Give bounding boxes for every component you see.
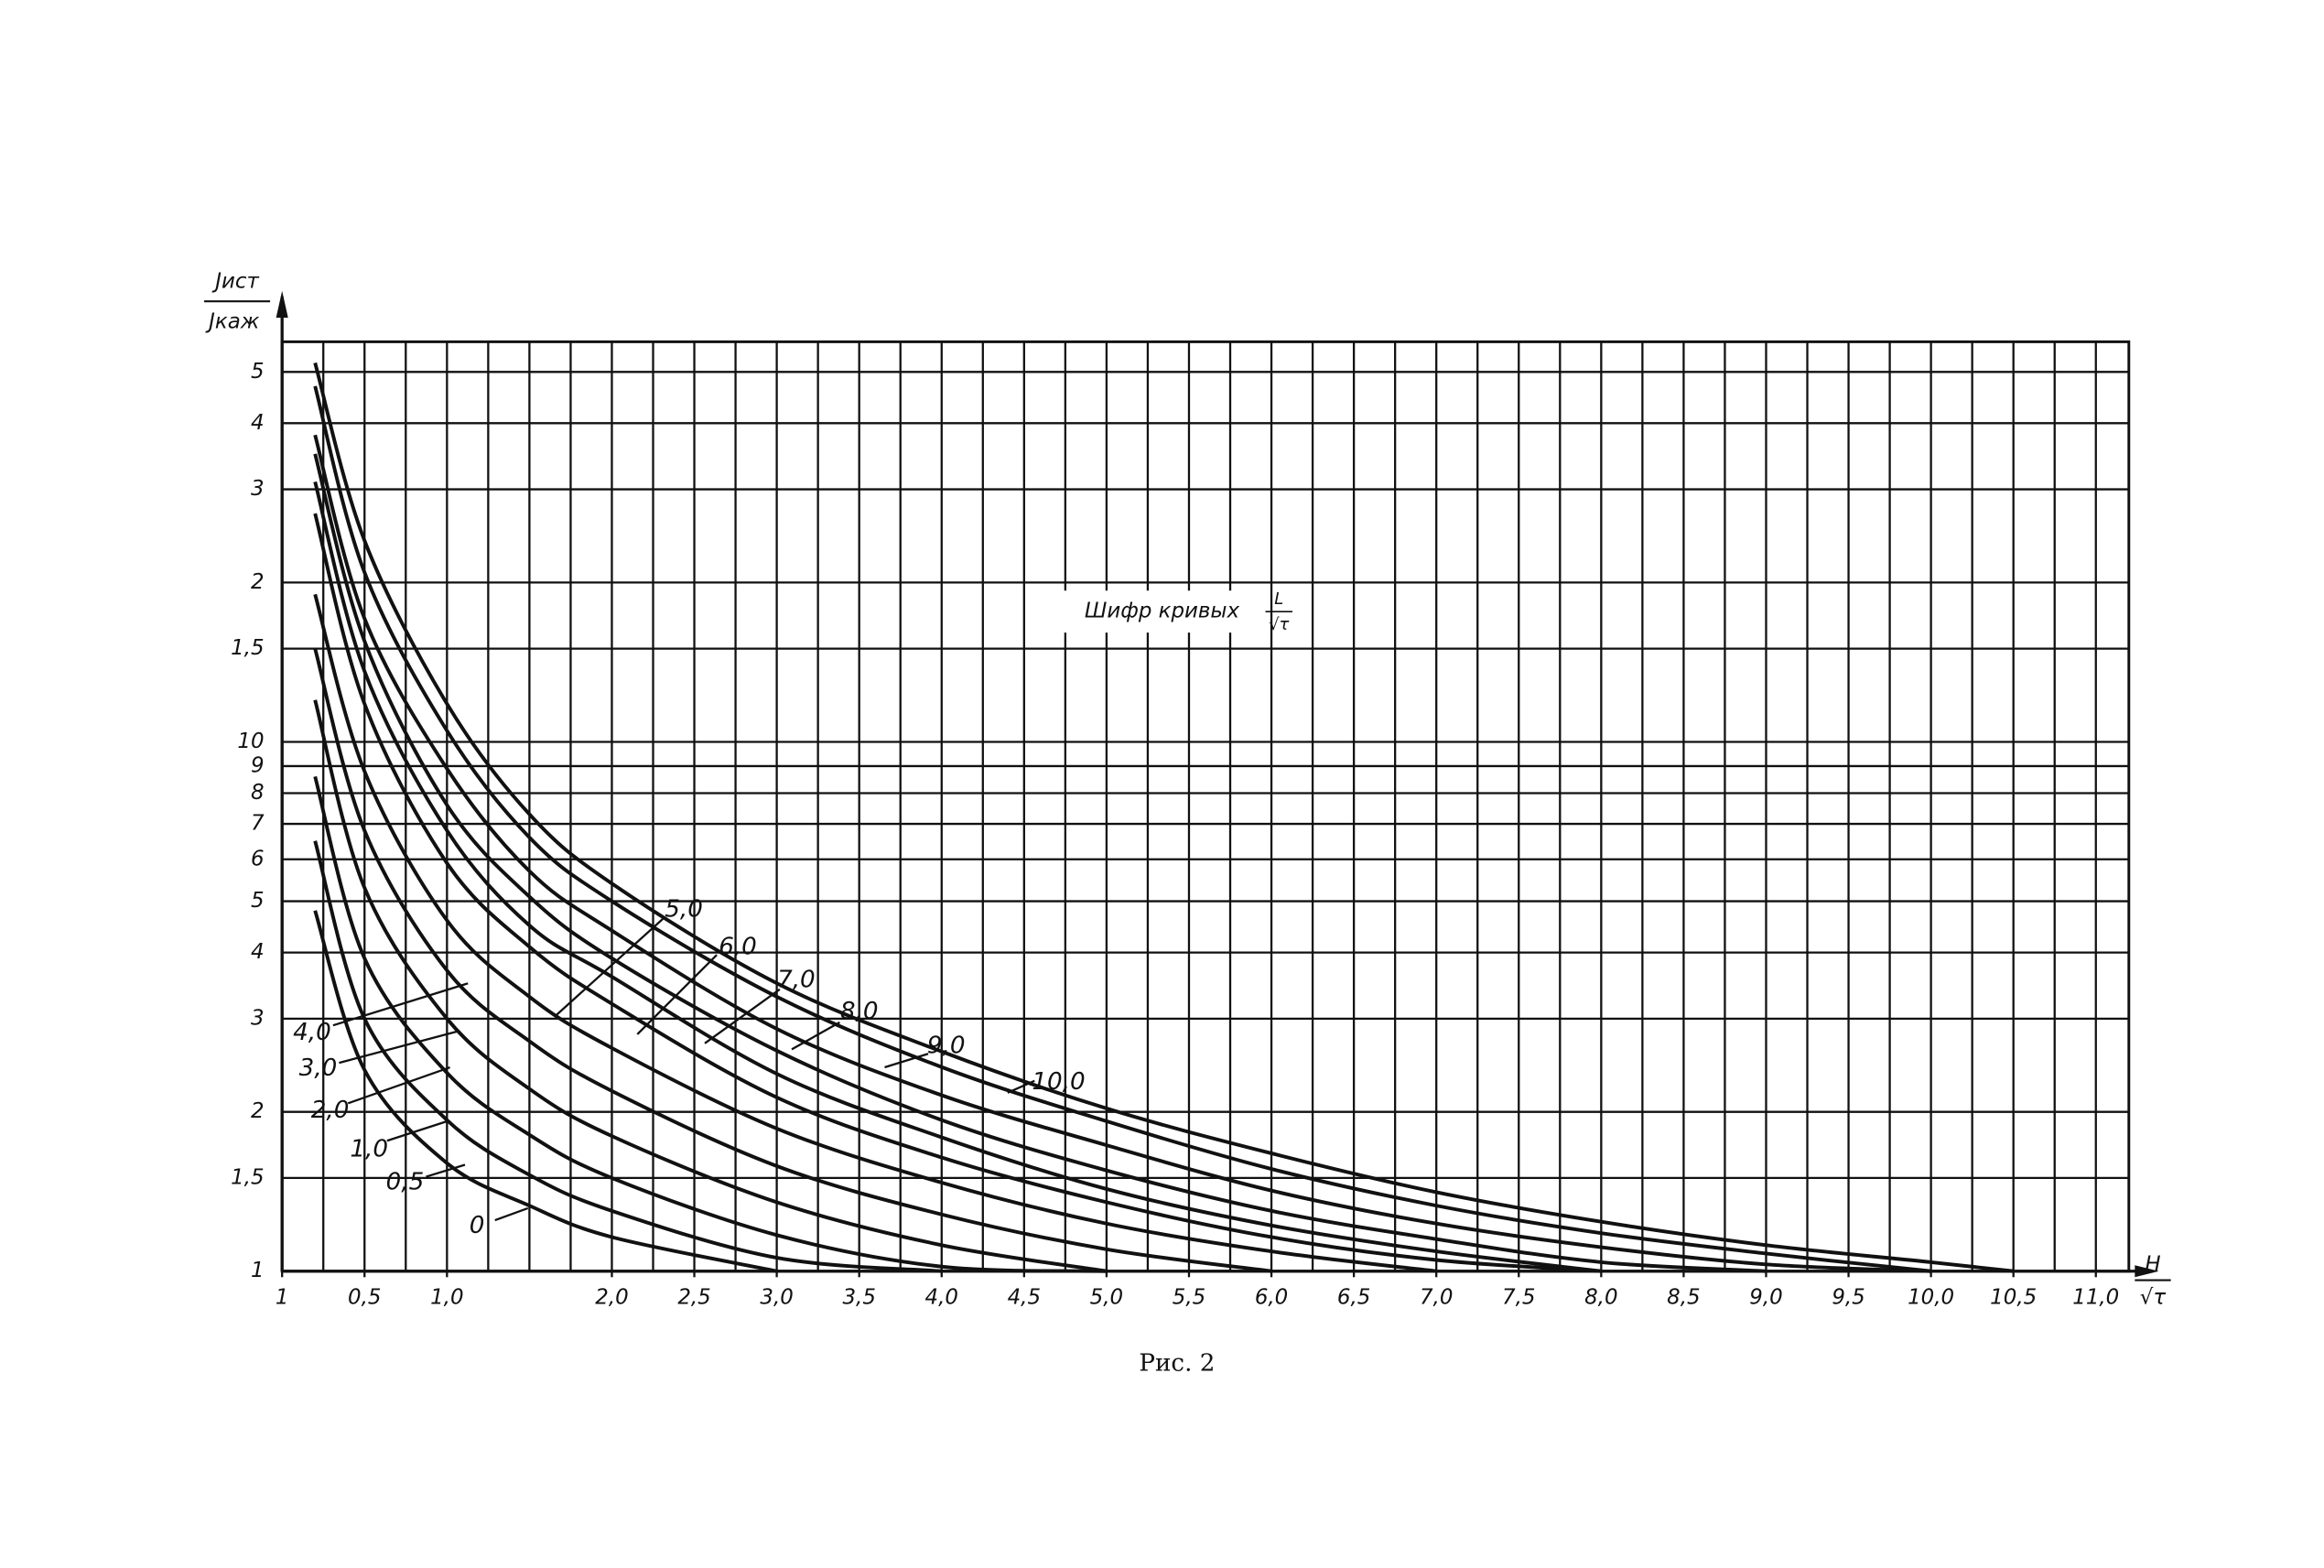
annotation-numerator: L [1274, 589, 1283, 609]
label-leader [636, 954, 718, 1035]
curve [313, 513, 1602, 1273]
label-leader [426, 1163, 466, 1178]
label-leader [704, 988, 781, 1044]
y-tick-label: 5 [251, 889, 265, 913]
x-tick-label: 8,0 [1584, 1286, 1617, 1310]
label-leader [554, 918, 664, 1018]
label-leader [494, 1206, 529, 1222]
y-tick-label: 4 [251, 940, 265, 964]
y-axis-arrow [276, 290, 288, 319]
label-leader [332, 982, 469, 1027]
x-tick-label: 4,0 [925, 1286, 958, 1310]
x-tick-label: 8,5 [1667, 1286, 1700, 1310]
curve [313, 840, 942, 1273]
curve [313, 481, 1602, 1273]
label-leader [347, 1065, 450, 1105]
y-label-numerator: Jист [211, 269, 259, 293]
x-axis-arrow [2135, 1265, 2159, 1278]
x-tick-label: 10,0 [1908, 1286, 1954, 1310]
y-tick-label: 5 [251, 360, 265, 384]
curve-label: 0,5 [386, 1169, 425, 1196]
x-tick-label: 3,0 [760, 1286, 793, 1310]
curve-label: 4,0 [293, 1019, 331, 1046]
label-leader [386, 1119, 448, 1142]
x-tick-label: 7,0 [1420, 1286, 1453, 1310]
x-tick-label: 11,0 [2072, 1286, 2119, 1310]
y-tick-label: 1 [251, 1259, 265, 1282]
y-tick-label: 8 [251, 781, 265, 805]
y-tick-label: 4 [251, 411, 265, 435]
curve-label: 6,0 [719, 934, 757, 961]
x-tick-label: 0,5 [348, 1286, 381, 1310]
curve-label: 1,0 [350, 1136, 388, 1163]
y-tick-label: 3 [251, 1006, 265, 1030]
curve-label: 0 [470, 1212, 485, 1239]
label-leader [884, 1053, 929, 1069]
x-label-denominator: √τ [2140, 1286, 2167, 1310]
x-tick-label: 7,5 [1502, 1286, 1535, 1310]
x-tick-label: 4,5 [1008, 1286, 1041, 1310]
x-tick-label: 1,0 [430, 1286, 463, 1310]
label-leader [339, 1030, 459, 1065]
x-tick-label: 5,5 [1173, 1286, 1205, 1310]
curve-label: 8,0 [840, 998, 879, 1025]
curve-label: 9,0 [927, 1033, 966, 1060]
annotation: Шифр кривых [1085, 600, 1240, 623]
y-tick-label: 1,5 [231, 1165, 264, 1189]
x-tick-label: 5,0 [1090, 1286, 1123, 1310]
y-tick-label: 7 [251, 812, 265, 836]
curve-label: 7,0 [777, 967, 816, 994]
annotation-bg [1061, 590, 1264, 633]
y-tick-label: 10 [237, 730, 264, 753]
curve [313, 453, 1767, 1273]
x-tick-label: 6,5 [1337, 1286, 1370, 1310]
y-tick-label: 2 [251, 570, 265, 594]
curve [313, 775, 1107, 1273]
curve [313, 385, 1931, 1273]
curve [313, 699, 1108, 1273]
curve [313, 910, 778, 1273]
y-tick-label: 2 [251, 1099, 265, 1123]
x-tick-label: 3,5 [842, 1286, 875, 1310]
y-tick-label: 9 [251, 753, 265, 777]
x-tick-label: 9,0 [1749, 1286, 1782, 1310]
annotation-denominator: √τ [1269, 615, 1289, 634]
y-label-denominator: Jкаж [205, 310, 260, 334]
curve-label: 10,0 [1032, 1068, 1085, 1096]
x-tick-label: 6,0 [1255, 1286, 1288, 1310]
x-tick-label: 9,5 [1832, 1286, 1865, 1310]
curve-label: 2,0 [311, 1097, 350, 1124]
label-leader [791, 1021, 840, 1051]
curve [313, 362, 2014, 1273]
x-tick-label: 2,5 [677, 1286, 710, 1310]
curve-label: 3,0 [299, 1054, 338, 1082]
x-tick-label: 2,0 [595, 1286, 628, 1310]
y-tick-label: 3 [251, 477, 265, 501]
curve [313, 648, 1272, 1273]
curve [313, 434, 1931, 1273]
x-tick-label: 10,5 [1990, 1286, 2037, 1310]
curve [313, 593, 1437, 1273]
y-tick-label: 6 [251, 847, 265, 871]
x-tick-label: 1 [276, 1286, 289, 1310]
label-leader [1007, 1079, 1035, 1094]
caption: Рис. 2 [1139, 1349, 1215, 1377]
y-tick-label: 1,5 [231, 636, 264, 660]
curve-label: 5,0 [665, 896, 703, 924]
